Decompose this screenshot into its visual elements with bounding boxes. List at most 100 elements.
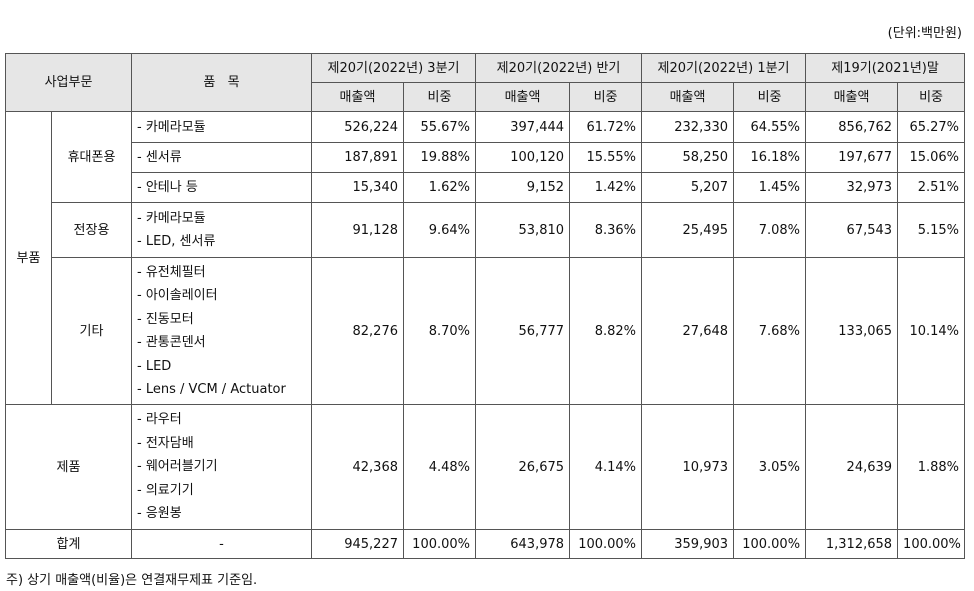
value-cell: 10.14% (897, 257, 966, 405)
item-label: - 의료기기 (137, 482, 194, 498)
value-cell: 3.05% (733, 404, 807, 530)
value-cell: 100.00% (733, 529, 807, 559)
value-cell: 1.42% (569, 172, 643, 203)
header-item: 품 목 (131, 53, 312, 112)
value-cell: 19.88% (402, 142, 477, 173)
value-cell: 197,677 (805, 142, 899, 173)
item-label: - 아이솔레이터 (137, 288, 218, 303)
value-cell: 55.67% (402, 111, 477, 143)
value-cell: 1,312,658 (805, 529, 899, 559)
item-label: - 카메라모듈 (131, 111, 312, 143)
value-cell: 16.18% (733, 142, 807, 173)
header-segment: 사업부문 (5, 53, 132, 112)
value-cell: 10,973 (641, 404, 735, 530)
value-cell: 26,675 (475, 404, 571, 530)
item-label: - 웨어러블기기 (137, 459, 218, 475)
value-cell: 945,227 (311, 529, 404, 559)
header-period: 제20기(2022년) 반기 (475, 53, 643, 83)
value-cell: 2.51% (897, 172, 966, 203)
value-cell: 27,648 (641, 257, 735, 405)
value-cell: 67,543 (805, 202, 899, 258)
value-cell: 56,777 (475, 257, 571, 405)
item-label: - Lens / VCM / Actuator (137, 382, 286, 397)
value-cell: 100.00% (402, 529, 477, 559)
value-cell: 856,762 (805, 111, 899, 143)
value-cell: 61.72% (569, 111, 643, 143)
header-row-2: 매출액 비중 매출액 비중 매출액 비중 매출액 비중 (6, 82, 966, 112)
header-sales: 매출액 (475, 82, 571, 112)
value-cell: 1.45% (733, 172, 807, 203)
segment-parts: 부품 (5, 111, 52, 405)
item-label: - 전자담배 (137, 435, 194, 451)
header-period: 제20기(2022년) 3분기 (310, 53, 477, 83)
total-row: 합계 - 945,227 100.00% 643,978 100.00% 359… (5, 529, 966, 559)
value-cell: 91,128 (311, 202, 404, 258)
value-cell: 15,340 (311, 172, 404, 203)
item-label: - LED, 센서류 (137, 234, 216, 249)
value-cell: 7.68% (733, 257, 807, 405)
table-row: - 센서류 187,891 19.88% 100,120 15.55% 58,2… (6, 142, 966, 173)
header-period: 제19기(2021년)말 (805, 53, 966, 83)
header-sales: 매출액 (641, 82, 735, 112)
header-period: 제20기(2022년) 1분기 (641, 53, 807, 83)
item-label: - 카메라모듈 (137, 210, 206, 226)
header-sales: 매출액 (805, 82, 899, 112)
value-cell: 100.00% (897, 529, 966, 559)
value-cell: 7.08% (733, 202, 807, 258)
header-ratio: 비중 (402, 82, 477, 112)
value-cell: 42,368 (311, 404, 404, 530)
value-cell: 643,978 (475, 529, 571, 559)
table-row: - 안테나 등 15,340 1.62% 9,152 1.42% 5,207 1… (6, 172, 966, 203)
header-ratio: 비중 (897, 82, 966, 112)
value-cell: 8.36% (569, 202, 643, 258)
header-row-1: 사업부문 품 목 제20기(2022년) 3분기 제20기(2022년) 반기 … (5, 53, 966, 112)
value-cell: 5.15% (897, 202, 966, 258)
subsegment-other: 기타 (51, 257, 132, 405)
value-cell: 359,903 (641, 529, 735, 559)
table-row: 기타 - 유전체필터 - 아이솔레이터 - 진동모터 - 관통콘덴서 - LED… (6, 257, 966, 405)
value-cell: 4.14% (569, 404, 643, 530)
item-label: - 진동모터 (137, 311, 194, 327)
item-label: - 응원봉 (137, 506, 182, 522)
header-ratio: 비중 (569, 82, 643, 112)
value-cell: 64.55% (733, 111, 807, 143)
sales-table: 사업부문 품 목 제20기(2022년) 3분기 제20기(2022년) 반기 … (5, 53, 966, 559)
value-cell: 82,276 (311, 257, 404, 405)
item-label: - 라우터 (137, 412, 182, 428)
item-list: - 카메라모듈 - LED, 센서류 (131, 202, 312, 258)
item-label: - 관통콘덴서 (137, 335, 206, 350)
value-cell: 9.64% (402, 202, 477, 258)
value-cell: 24,639 (805, 404, 899, 530)
total-label: 합계 (5, 529, 132, 559)
value-cell: 15.55% (569, 142, 643, 173)
value-cell: 526,224 (311, 111, 404, 143)
table-row: 제품 - 라우터 - 전자담배 - 웨어러블기기 - 의료기기 - 응원봉 42… (5, 404, 966, 530)
value-cell: 133,065 (805, 257, 899, 405)
subsegment-auto: 전장용 (51, 202, 132, 258)
value-cell: 15.06% (897, 142, 966, 173)
value-cell: 1.62% (402, 172, 477, 203)
unit-label: (단위:백만원) (887, 26, 962, 41)
segment-products: 제품 (5, 404, 132, 530)
value-cell: 25,495 (641, 202, 735, 258)
header-sales: 매출액 (311, 82, 404, 112)
footnote: 주) 상기 매출액(비율)은 연결재무제표 기준임. (6, 573, 258, 588)
item-list: - 라우터 - 전자담배 - 웨어러블기기 - 의료기기 - 응원봉 (131, 404, 312, 530)
value-cell: 187,891 (311, 142, 404, 173)
item-label: - 센서류 (131, 142, 312, 173)
table-row: 부품 휴대폰용 - 카메라모듈 526,224 55.67% 397,444 6… (5, 111, 966, 405)
value-cell: 65.27% (897, 111, 966, 143)
value-cell: 5,207 (641, 172, 735, 203)
item-list: - 유전체필터 - 아이솔레이터 - 진동모터 - 관통콘덴서 - LED - … (131, 257, 312, 405)
subsegment-mobile: 휴대폰용 (51, 111, 132, 203)
item-label: - LED (137, 358, 172, 374)
value-cell: 8.82% (569, 257, 643, 405)
header-ratio: 비중 (733, 82, 807, 112)
value-cell: 1.88% (897, 404, 966, 530)
value-cell: 4.48% (402, 404, 477, 530)
value-cell: 8.70% (402, 257, 477, 405)
value-cell: 53,810 (475, 202, 571, 258)
item-label: - 안테나 등 (131, 172, 312, 203)
value-cell: 9,152 (475, 172, 571, 203)
